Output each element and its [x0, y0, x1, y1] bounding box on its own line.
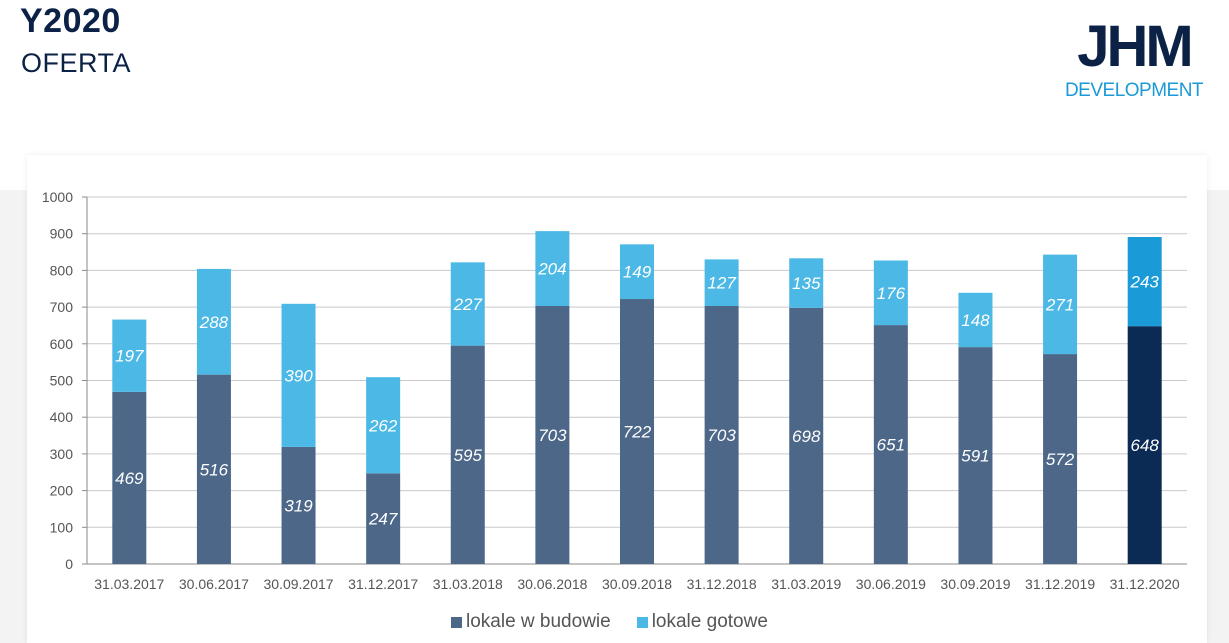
x-axis-ticks: 31.03.2017 30.06.2017 30.09.2017 31.12.2017… [94, 576, 1180, 592]
x-tick-label: 30.09.2017 [263, 576, 333, 592]
x-tick-label: 31.12.2020 [1110, 576, 1180, 592]
y-tick-label: 200 [50, 483, 74, 499]
bar-ready [1043, 254, 1078, 355]
logo-sub-text: DEVELOPMENT [1064, 80, 1204, 101]
data-label-ready: 197 [115, 347, 144, 366]
data-label-ready: 176 [877, 284, 906, 303]
y-axis-ticks: 0 100 200 300 400 500 600 700 800 900 1000 [42, 189, 73, 572]
y-tick-label: 900 [50, 226, 74, 242]
data-label-in-construction: 648 [1131, 436, 1160, 455]
bar-ready [196, 268, 231, 375]
bar-in-construction [535, 305, 570, 564]
x-tick-label: 31.12.2018 [687, 576, 757, 592]
data-label-in-construction: 572 [1046, 450, 1075, 469]
bar-ready [704, 259, 739, 306]
data-label-ready: 204 [537, 260, 566, 279]
page-subtitle: OFERTA [21, 48, 132, 78]
bar-in-construction [620, 299, 654, 564]
data-label-ready: 243 [1130, 273, 1160, 292]
y-tick-label: 800 [50, 262, 74, 278]
legend-swatch-ready [636, 616, 648, 628]
data-label-ready: 149 [623, 263, 652, 282]
chart-legend: lokale w budowie lokale gotowe [451, 611, 794, 633]
x-tick-label: 30.06.2018 [517, 576, 587, 592]
legend-label-ready: lokale gotowe [651, 611, 768, 632]
y-tick-label: 1000 [42, 189, 73, 205]
bar-ready [873, 260, 908, 326]
bar-ready [112, 319, 147, 392]
legend-label-in-construction: lokale w budowie [466, 611, 611, 632]
y-tick-label: 500 [50, 373, 74, 389]
data-label-ready: 227 [453, 295, 483, 314]
bar-ready [535, 231, 570, 306]
data-label-in-construction: 703 [538, 426, 567, 445]
chart-bars: 469 197 516 288 319 390 247 262 595 227 703 204 722 1… [112, 231, 1162, 564]
y-tick-label: 400 [50, 409, 74, 425]
bar-in-construction [873, 325, 908, 564]
bar-in-construction [450, 345, 485, 564]
data-label-in-construction: 516 [200, 460, 229, 479]
bar-ready [620, 244, 654, 300]
page-title: Y2020 [20, 2, 121, 40]
data-label-ready: 148 [961, 311, 990, 330]
bar-ready [1127, 237, 1162, 327]
y-tick-label: 700 [50, 299, 74, 315]
data-label-in-construction: 595 [454, 446, 483, 465]
logo-main-text: JHM [1077, 14, 1193, 79]
data-label-in-construction: 319 [284, 496, 313, 515]
data-label-in-construction: 703 [707, 426, 736, 445]
data-label-ready: 271 [1045, 295, 1074, 314]
y-tick-label: 600 [50, 336, 74, 352]
x-tick-label: 30.06.2017 [179, 576, 249, 592]
bar-in-construction [704, 305, 739, 564]
bar-ready [958, 292, 993, 348]
bar-in-construction [1043, 354, 1078, 564]
bar-in-construction [1127, 326, 1162, 564]
data-label-ready: 135 [792, 274, 821, 293]
data-label-in-construction: 591 [961, 447, 989, 466]
bar-in-construction [112, 391, 147, 564]
x-tick-label: 30.09.2018 [602, 576, 672, 592]
x-tick-label: 31.03.2017 [94, 576, 164, 592]
bar-ready [281, 303, 316, 447]
bar-in-construction [789, 307, 824, 564]
bar-ready [789, 258, 824, 308]
bar-in-construction [281, 446, 316, 564]
data-label-in-construction: 247 [368, 510, 398, 529]
bar-in-construction [196, 374, 231, 564]
data-label-in-construction: 722 [623, 423, 652, 442]
bar-in-construction [366, 473, 401, 564]
data-label-in-construction: 651 [877, 436, 905, 455]
legend-item-in-construction: lokale w budowie [451, 611, 611, 633]
x-tick-label: 31.12.2017 [348, 576, 418, 592]
legend-item-ready: lokale gotowe [636, 611, 768, 633]
bar-in-construction [958, 347, 993, 564]
x-tick-label: 30.09.2019 [940, 576, 1010, 592]
data-label-in-construction: 698 [792, 427, 821, 446]
bar-ready [450, 262, 485, 346]
x-tick-label: 31.12.2019 [1025, 576, 1095, 592]
y-tick-label: 0 [65, 556, 73, 572]
x-tick-label: 30.06.2019 [856, 576, 926, 592]
x-tick-label: 31.03.2019 [771, 576, 841, 592]
y-tick-label: 100 [50, 519, 74, 535]
data-label-ready: 262 [368, 416, 398, 435]
x-tick-label: 31.03.2018 [433, 576, 503, 592]
data-label-ready: 390 [284, 366, 313, 385]
y-tick-label: 300 [50, 446, 74, 462]
legend-swatch-in-construction [451, 616, 462, 628]
company-logo: JHM DEVELOPMENT [1058, 16, 1210, 104]
data-label-in-construction: 469 [115, 469, 144, 488]
bar-ready [366, 377, 401, 474]
data-label-ready: 288 [199, 313, 229, 332]
data-label-ready: 127 [707, 274, 736, 293]
